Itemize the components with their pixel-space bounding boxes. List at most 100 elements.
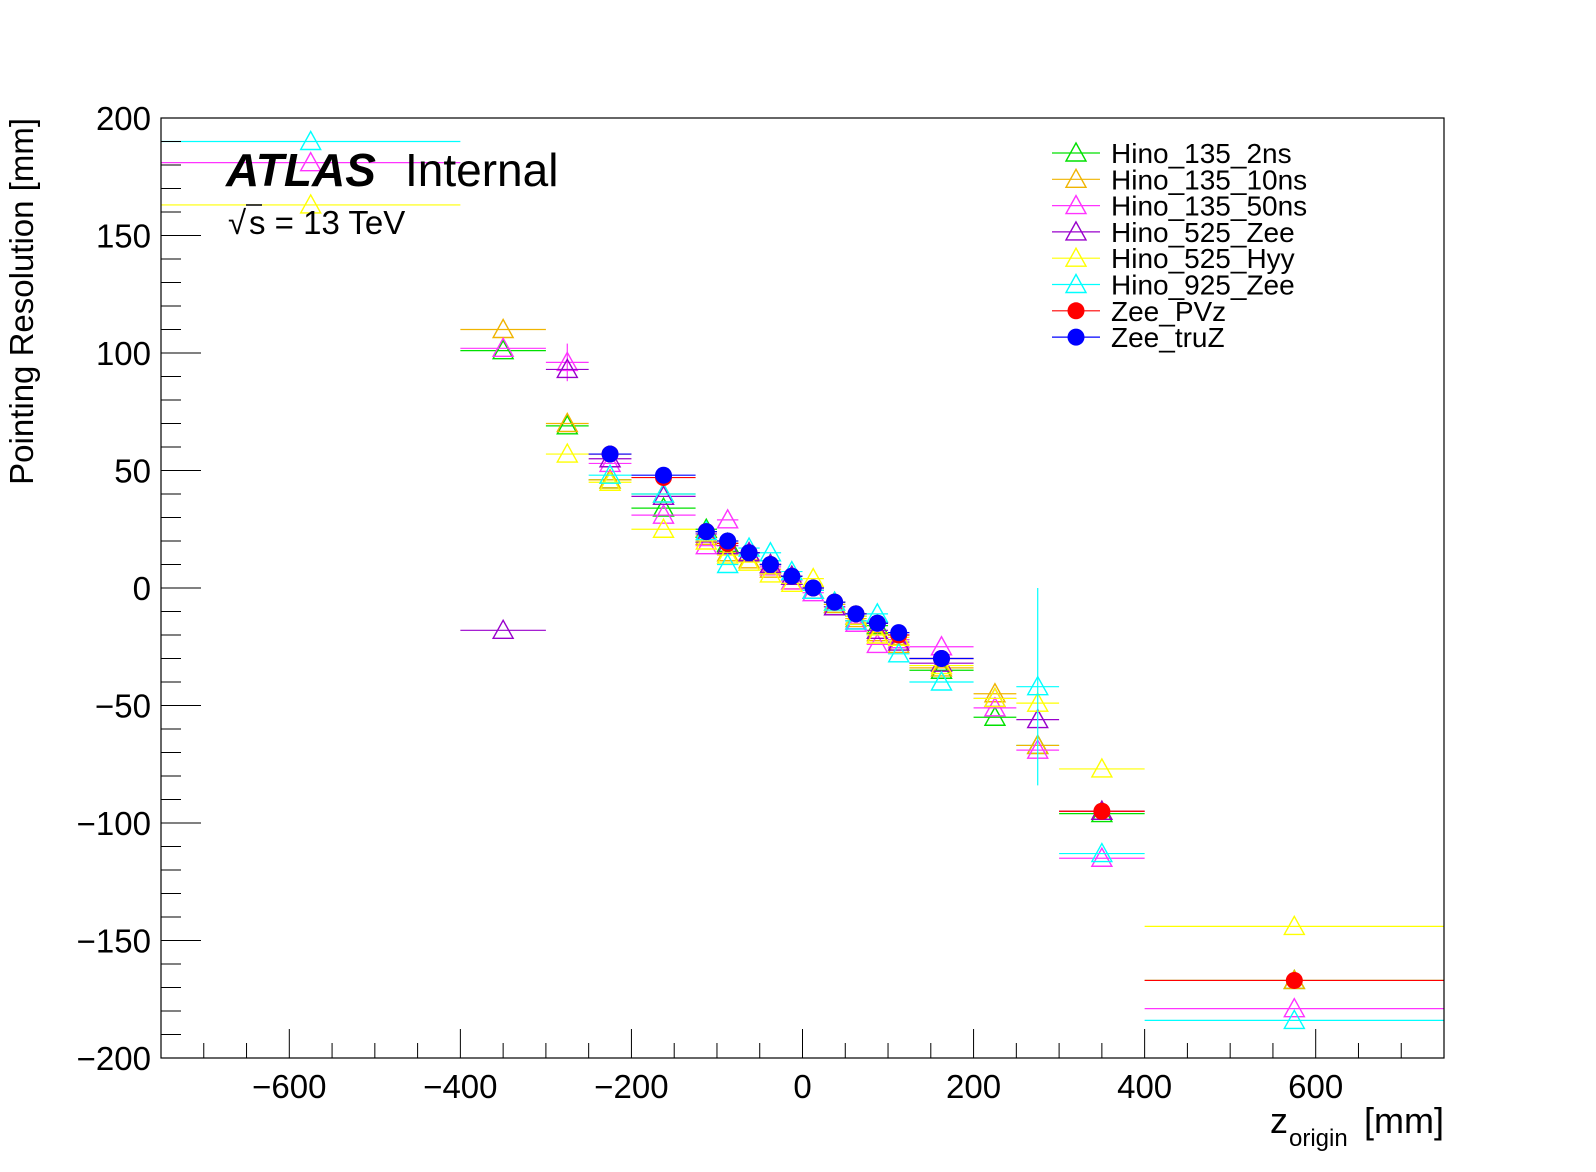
series-Zee_PVz: [588, 445, 1444, 989]
legend-label: Hino_925_Zee: [1111, 270, 1295, 301]
legend-marker: [1067, 328, 1085, 346]
legend-label: Hino_525_Zee: [1111, 217, 1295, 248]
sqrt-symbol: √: [228, 204, 247, 241]
data-point: [737, 550, 761, 571]
data-point: [299, 193, 322, 214]
data-point: [697, 523, 715, 541]
x-axis-title-main: z: [1270, 1100, 1288, 1141]
data-point: [1283, 914, 1306, 936]
y-tick-label: 150: [96, 218, 151, 255]
data-point: [783, 567, 801, 585]
x-tick-label: 600: [1288, 1068, 1343, 1105]
data-point: [932, 650, 950, 667]
data-point: [759, 562, 782, 583]
data-point: [695, 534, 718, 555]
y-tick-label: 200: [96, 100, 151, 137]
data-point: [1283, 997, 1306, 1018]
data-point: [847, 605, 865, 623]
y-tick-label: −150: [77, 923, 151, 960]
data-point: [491, 336, 515, 357]
data-point: [983, 682, 1007, 703]
x-tick-label: −600: [252, 1068, 326, 1105]
data-point: [652, 517, 675, 538]
data-point: [890, 624, 908, 642]
x-tick-label: 0: [793, 1068, 811, 1105]
data-point: [866, 621, 889, 642]
legend-marker: [1064, 194, 1088, 215]
legend-marker: [1067, 302, 1085, 320]
data-point: [598, 463, 622, 484]
data-point: [601, 445, 619, 463]
data-point: [556, 442, 579, 463]
legend-label: Hino_525_Hyy: [1111, 243, 1295, 274]
data-point: [556, 358, 579, 379]
legend-marker: [1064, 273, 1088, 294]
data-point: [556, 414, 579, 435]
legend-marker: [1064, 246, 1088, 267]
data-point: [556, 412, 579, 433]
data-point: [983, 687, 1007, 708]
data-point: [719, 532, 737, 550]
x-tick-label: 200: [946, 1068, 1001, 1105]
data-point: [556, 350, 579, 372]
y-tick-label: 100: [96, 335, 151, 372]
data-point: [1285, 971, 1303, 989]
y-tick-label: −100: [77, 805, 151, 842]
y-axis-title: Pointing Resolution [mm]: [3, 118, 40, 485]
data-point: [655, 466, 673, 484]
energy-label: s = 13 TeV: [249, 204, 405, 241]
data-point: [1283, 1008, 1306, 1030]
x-tick-label: −200: [594, 1068, 668, 1105]
data-point: [652, 503, 675, 524]
data-point: [652, 482, 675, 503]
legend: Hino_135_2nsHino_135_10nsHino_135_50nsHi…: [1052, 138, 1307, 353]
data-point: [491, 318, 515, 339]
data-point: [491, 339, 515, 360]
data-point: [716, 541, 739, 562]
data-point: [1090, 846, 1114, 867]
series-Zee_truZ: [588, 445, 974, 667]
data-point: [716, 508, 739, 529]
series-Hino_135_2ns: [460, 339, 1444, 990]
data-point: [652, 496, 675, 517]
data-point: [1090, 842, 1114, 863]
x-axis-title-unit: [mm]: [1364, 1100, 1444, 1141]
y-tick-label: −50: [95, 688, 151, 725]
axes: −600 −400 −200 0 200 400 600 −200 −150 −100 −50 0 50…: [77, 100, 1402, 1105]
data-point: [716, 543, 739, 564]
data-point: [930, 656, 953, 677]
series-Hino_135_10ns: [460, 318, 1444, 990]
legend-label: Hino_135_50ns: [1111, 191, 1307, 222]
data-point: [887, 642, 910, 663]
legend-marker: [1064, 167, 1088, 189]
legend-marker: [1064, 220, 1088, 241]
data-point: [804, 579, 822, 597]
data-point: [844, 611, 868, 632]
data-point: [866, 623, 889, 644]
series-Hino_525_Hyy: [161, 193, 1444, 936]
legend-label: Hino_135_10ns: [1111, 164, 1307, 195]
data-point: [491, 618, 515, 639]
data-point: [299, 130, 322, 151]
atlas-label: ATLAS: [225, 144, 376, 196]
data-point: [887, 632, 910, 654]
y-tick-label: −200: [77, 1040, 151, 1077]
data-point: [1093, 802, 1111, 820]
data-point: [826, 593, 844, 611]
data-point: [598, 470, 622, 491]
data-point: [930, 670, 953, 691]
legend-label: Zee_PVz: [1111, 296, 1226, 327]
data-point: [740, 544, 758, 562]
data-point: [1026, 675, 1049, 696]
data-marks: [161, 130, 1444, 1030]
data-point: [716, 553, 739, 574]
y-tick-label: 50: [114, 453, 151, 490]
data-point: [299, 151, 322, 172]
data-point: [868, 614, 886, 632]
legend-marker: [1064, 141, 1088, 162]
x-tick-label: −400: [423, 1068, 497, 1105]
atlas-status-label: Internal: [405, 144, 558, 196]
legend-label: Hino_135_2ns: [1111, 138, 1292, 169]
data-point: [598, 468, 622, 489]
x-tick-label: 400: [1117, 1068, 1172, 1105]
